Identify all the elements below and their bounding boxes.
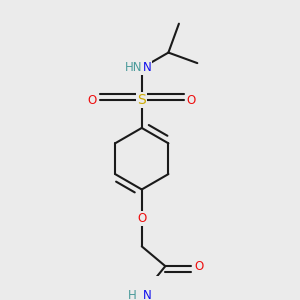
Text: S: S <box>137 93 146 107</box>
Text: N: N <box>143 61 152 74</box>
Text: O: O <box>88 94 97 107</box>
Text: N: N <box>143 289 152 300</box>
Text: H: H <box>128 289 136 300</box>
Text: HN: HN <box>125 61 143 74</box>
Text: O: O <box>187 94 196 107</box>
Text: O: O <box>194 260 204 273</box>
Text: O: O <box>137 212 146 225</box>
